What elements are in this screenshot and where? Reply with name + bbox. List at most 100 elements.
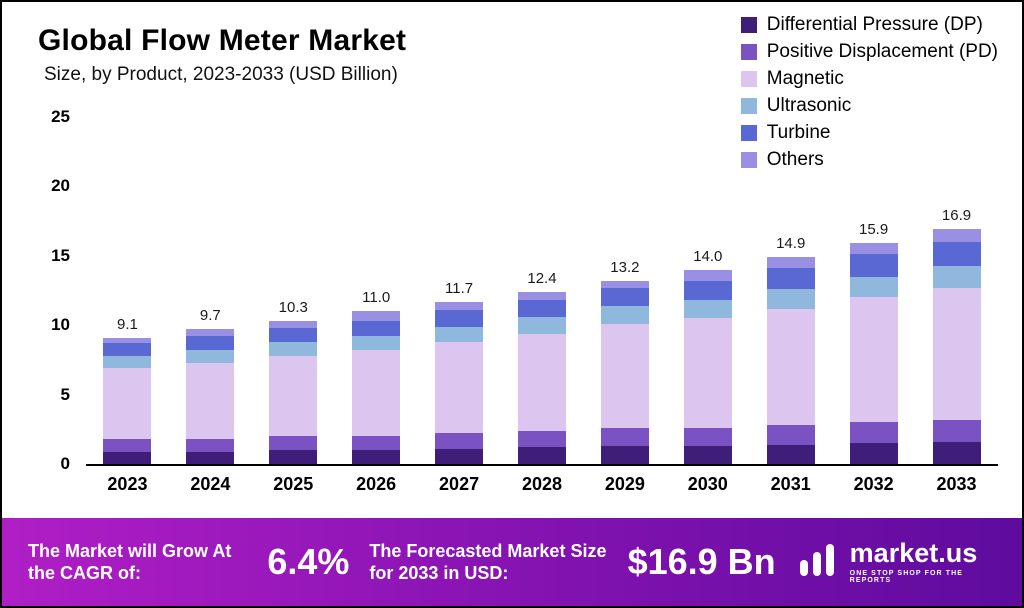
segment-turbine [186,336,235,351]
segment-magnetic [103,368,152,440]
bar-column-2029: 13.2 [583,259,666,464]
bar-2028[interactable] [517,291,566,464]
segment-differential-pressure-dp [766,444,815,464]
legend-item-positive-displacement-pd: Positive Displacement (PD) [740,41,998,63]
y-tick-0: 0 [60,454,70,473]
segment-others [683,269,732,281]
segment-turbine [849,254,898,277]
legend-item-turbine: Turbine [740,122,998,144]
segment-others [186,329,235,337]
legend-swatch-ultrasonic [740,98,757,114]
x-tick-2025: 2025 [273,474,314,494]
y-tick-20: 20 [51,176,70,196]
segment-differential-pressure-dp [435,448,484,464]
page-subtitle: Size, by Product, 2023-2033 (USD Billion… [44,64,398,85]
segment-others [352,311,401,322]
segment-others [600,280,649,288]
segment-positive-displacement-pd [435,433,484,449]
y-tick-25: 25 [51,107,70,126]
segment-others [269,321,318,328]
x-tick-2023: 2023 [107,474,148,494]
segment-magnetic [186,362,235,440]
x-tick-2029: 2029 [604,474,645,494]
segment-ultrasonic [186,350,235,363]
bar-column-2024: 9.7 [169,307,252,464]
segment-differential-pressure-dp [269,450,318,464]
legend-swatch-turbine [740,125,757,141]
bar-2032[interactable] [849,243,898,464]
bar-column-2033: 16.9 [915,207,998,464]
bar-2026[interactable] [352,311,401,464]
segment-magnetic [766,308,815,426]
forecast-label: The Forecasted Market Size for 2033 in U… [369,540,607,584]
segment-differential-pressure-dp [932,441,981,464]
x-tick-2027: 2027 [439,474,480,494]
segment-positive-displacement-pd [269,436,318,451]
segment-magnetic [517,333,566,431]
legend: Differential Pressure (DP) Positive Displ… [740,14,998,171]
segment-magnetic [352,350,401,437]
bar-2024[interactable] [186,329,235,464]
legend-label: Magnetic [766,68,844,89]
segment-ultrasonic [517,316,566,334]
segment-turbine [517,300,566,317]
brand-block[interactable]: market.us ONE STOP SHOP FOR THE REPORTS [796,540,996,585]
legend-label: Differential Pressure (DP) [766,14,983,35]
bar-total-label-2023: 9.1 [117,315,138,333]
y-tick-10: 10 [51,315,70,335]
bar-total-label-2024: 9.7 [199,307,221,325]
legend-label: Ultrasonic [766,95,852,116]
bar-column-2032: 15.9 [832,221,915,464]
segment-magnetic [683,318,732,428]
legend-swatch-differential-pressure-dp [740,17,757,33]
segment-others [435,301,484,310]
legend-item-magnetic: Magnetic [740,68,998,90]
y-tick-5: 5 [60,384,70,404]
segment-turbine [683,280,732,301]
segment-magnetic [849,297,898,423]
segment-others [103,337,152,344]
bar-2029[interactable] [600,280,649,464]
bar-2027[interactable] [435,301,484,464]
legend-swatch-others [740,152,757,168]
x-tick-2030: 2030 [687,474,728,494]
bar-total-label-2028: 12.4 [527,269,557,287]
page-title: Global Flow Meter Market [38,24,407,57]
x-tick-2026: 2026 [356,474,397,494]
segment-magnetic [435,341,484,434]
segment-positive-displacement-pd [352,436,401,451]
segment-ultrasonic [269,341,318,356]
segment-magnetic [269,355,318,437]
segment-ultrasonic [352,336,401,351]
bar-2023[interactable] [103,337,152,464]
y-tick-15: 15 [51,245,70,265]
bar-2025[interactable] [269,321,318,464]
segment-differential-pressure-dp [517,447,566,464]
bar-column-2025: 10.3 [252,299,335,464]
segment-turbine [103,343,152,356]
x-tick-2031: 2031 [770,474,811,494]
bar-column-2026: 11.0 [335,289,418,464]
bar-total-label-2027: 11.7 [445,279,474,297]
footer-banner: The Market will Grow At the CAGR of: 6.4… [2,518,1022,606]
bar-2030[interactable] [683,269,732,464]
segment-differential-pressure-dp [849,443,898,464]
y-axis: 0 5 10 15 20 25 [26,107,70,473]
bar-2033[interactable] [932,229,981,464]
bar-2031[interactable] [766,257,815,464]
bar-column-2027: 11.7 [418,280,501,464]
segment-ultrasonic [766,289,815,309]
segment-positive-displacement-pd [932,419,981,442]
brand-tagline: ONE STOP SHOP FOR THE REPORTS [849,570,964,584]
segment-positive-displacement-pd [103,439,152,452]
segment-differential-pressure-dp [103,451,152,464]
segment-ultrasonic [683,300,732,319]
segment-ultrasonic [103,355,152,369]
bars-row: 9.1 9.7 10.3 11.0 11.7 12.4 13.2 14.0 14.9 15.9 16… [86,117,998,466]
segment-positive-displacement-pd [186,439,235,452]
legend-label: Turbine [766,122,831,143]
segment-positive-displacement-pd [683,427,732,446]
bar-total-label-2031: 14.9 [776,235,806,253]
cagr-label: The Market will Grow At the CAGR of: [28,540,232,584]
